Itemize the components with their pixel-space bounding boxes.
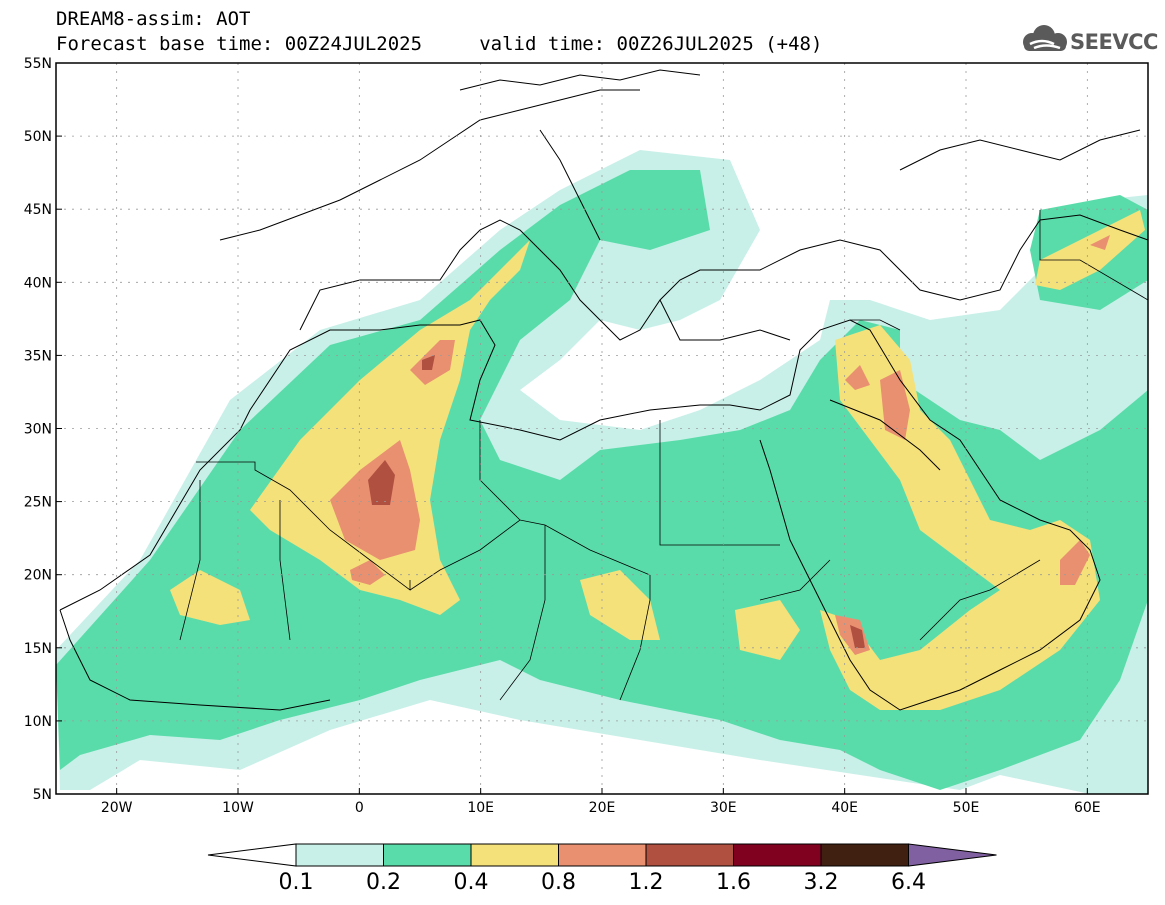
colorbar-low-arrow — [207, 843, 297, 867]
lon-tick-label: 20W — [101, 800, 133, 816]
lat-tick-label: 45N — [24, 202, 52, 218]
colorbar-swatch — [645, 843, 734, 867]
map-grid — [56, 63, 1148, 794]
lat-tick-label: 35N — [24, 348, 52, 364]
colorbar-label: 0.8 — [541, 870, 576, 895]
colorbar-label: 3.2 — [803, 870, 839, 895]
colorbar-label: 0.1 — [278, 870, 314, 895]
colorbar-label: 1.2 — [628, 870, 664, 895]
lat-tick-label: 40N — [24, 275, 52, 291]
aot-level-1.2 — [368, 355, 865, 648]
colorbar-high-arrow — [908, 843, 997, 867]
colorbar-swatch — [383, 843, 472, 867]
lat-tick-label: 55N — [24, 56, 52, 72]
colorbar-label: 1.6 — [716, 870, 751, 895]
latitude-labels: 5N 10N 15N 20N 25N 30N 35N 40N 45N 50N 55N — [24, 56, 62, 803]
seevccc-logo: SEEVCCC — [1023, 25, 1158, 54]
colorbar-label: 6.4 — [891, 870, 926, 895]
forecast-time-line: Forecast base time: 00Z24JUL2025 valid t… — [56, 33, 823, 55]
colorbar-swatch — [820, 843, 909, 867]
lon-tick-label: 40E — [831, 800, 858, 816]
colorbar-label: 0.2 — [366, 870, 401, 895]
colorbar-swatch — [733, 843, 822, 867]
map-title: DREAM8-assim: AOT — [56, 8, 251, 30]
lon-tick-label: 0 — [355, 800, 364, 816]
longitude-labels: 20W 10W 0 10E 20E 30E 40E 50E 60E — [101, 788, 1101, 816]
lon-tick-label: 10E — [467, 800, 494, 816]
colorbar-label: 0.4 — [453, 870, 489, 895]
lat-tick-label: 20N — [24, 568, 52, 584]
lon-tick-label: 10W — [222, 800, 254, 816]
lon-tick-label: 30E — [710, 800, 737, 816]
lon-tick-label: 60E — [1074, 800, 1101, 816]
colorbar-swatch — [470, 843, 559, 867]
colorbar — [207, 843, 997, 867]
coastlines — [59, 69, 1148, 711]
lon-tick-label: 50E — [953, 800, 980, 816]
lat-tick-label: 30N — [24, 422, 52, 438]
lat-tick-label: 15N — [24, 641, 52, 657]
country-borders — [179, 210, 1148, 701]
colorbar-swatch — [295, 843, 384, 867]
lat-tick-label: 10N — [24, 714, 52, 730]
lon-tick-label: 20E — [589, 800, 616, 816]
lat-tick-label: 50N — [24, 129, 52, 145]
lat-tick-label: 25N — [24, 495, 52, 511]
logo-text: SEEVCCC — [1070, 30, 1158, 54]
colorbar-swatch — [558, 843, 647, 867]
lat-tick-label: 5N — [33, 787, 52, 803]
